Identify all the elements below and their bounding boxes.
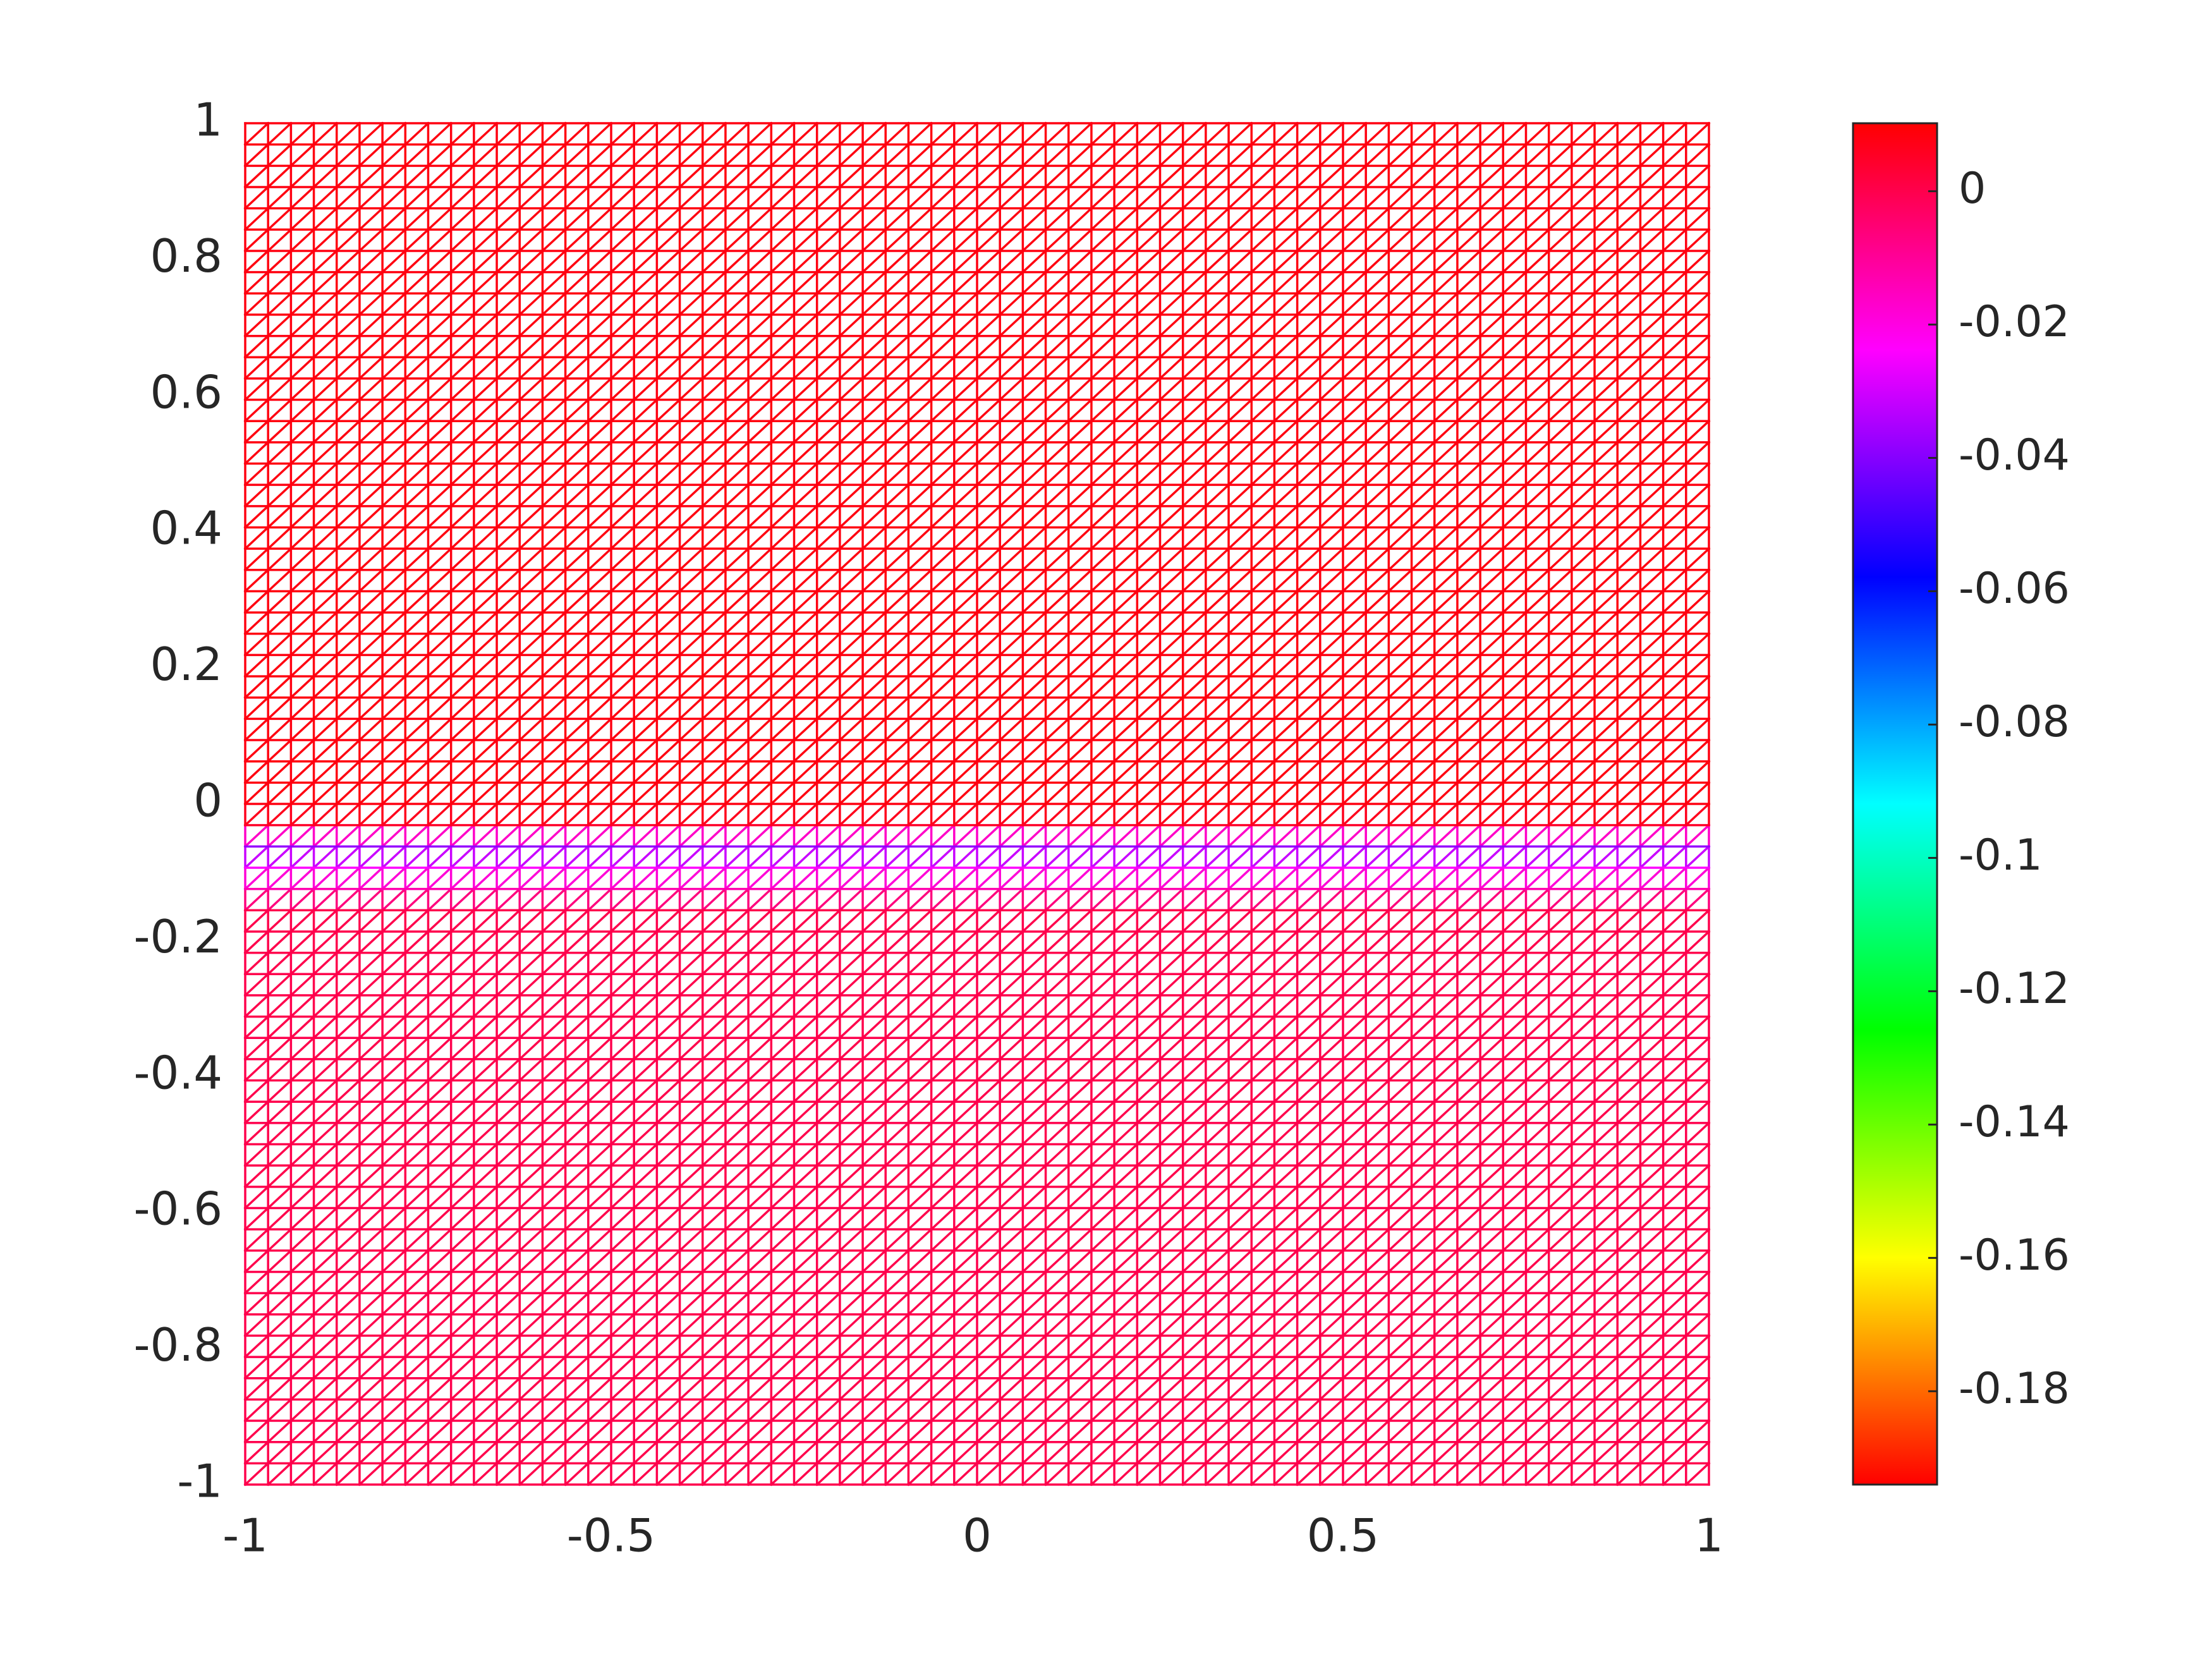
mesh-edges [243,802,1711,827]
mesh-edges [243,547,1711,572]
mesh-edges [243,866,1711,891]
mesh-edges [243,1121,1711,1146]
mesh-edges [243,1419,1711,1444]
y-tick-label: 0.6 [150,365,222,418]
mesh-edges [243,1164,1711,1189]
colorbar-tick-label: -0.1 [1959,830,2043,880]
mesh-edges [243,462,1711,487]
mesh-edges [243,355,1711,380]
mesh-edges [243,419,1711,444]
colorbar-tick-label: -0.14 [1959,1097,2070,1147]
mesh-edges [243,696,1711,720]
mesh-edges [243,951,1711,976]
colorbar-tick-label: -0.02 [1959,297,2070,347]
mesh-edges [243,589,1711,614]
y-tick-label: -0.8 [134,1318,222,1371]
y-tick-label: 0.8 [150,229,222,283]
colorbar-tick-label: -0.04 [1959,430,2070,480]
mesh-edges [243,1100,1711,1125]
mesh-edges [243,483,1711,508]
mesh-edges [243,291,1711,317]
mesh-edges [243,207,1711,231]
mesh-edges [243,377,1711,402]
mesh-edges [243,760,1711,784]
y-tick-label: 0.2 [150,638,222,691]
mesh-edges [243,185,1711,210]
colorbar-tick-label: -0.08 [1959,697,2070,747]
mesh-edges [243,1313,1711,1337]
mesh-edges [243,228,1711,253]
mesh-edges [243,334,1711,359]
mesh-edges [243,653,1711,678]
mesh-edges [243,972,1711,997]
mesh-edges [243,1376,1711,1401]
mesh-edges [243,398,1711,423]
mesh-edges [243,1227,1711,1253]
y-tick-label: -0.2 [134,910,222,963]
y-tick-label: -0.6 [134,1182,222,1236]
mesh-edges [243,781,1711,806]
mesh-edges [243,270,1711,295]
x-tick-label: -0.5 [567,1509,655,1562]
y-tick-label: 0.4 [150,502,222,555]
mesh-edges [243,1440,1711,1465]
mesh-edges [243,1397,1711,1423]
mesh-edges [243,525,1711,550]
mesh-edges [243,1291,1711,1316]
mesh-edges [243,1461,1711,1486]
mesh-edges [243,994,1711,1019]
y-tick-label: -1 [177,1455,222,1508]
mesh-edges [243,1185,1711,1210]
mesh-edges [243,674,1711,700]
mesh-edges [243,1015,1711,1040]
mesh-edges [243,1143,1711,1167]
mesh-edges [243,441,1711,465]
mesh-edges [243,164,1711,189]
colorbar-tick-label: -0.16 [1959,1231,2070,1280]
x-tick-label: 0.5 [1307,1509,1380,1562]
mesh-edges [243,1249,1711,1273]
mesh-edges [243,249,1711,274]
x-tick-label: 0 [963,1509,992,1562]
mesh-edges [243,1079,1711,1103]
mesh-edges [243,930,1711,955]
y-tick-label: 1 [193,94,222,147]
mesh-edges [243,738,1711,763]
mesh-edges [243,568,1711,593]
colorbar-tick-label: 0 [1959,164,1986,214]
mesh-edges [243,1355,1711,1380]
mesh-edges [243,632,1711,657]
x-tick-label: 1 [1694,1509,1723,1562]
mesh-edges [243,887,1711,912]
colorbar-tick-label: -0.18 [1959,1364,2070,1414]
mesh-edges [243,1334,1711,1359]
y-tick-label: -0.4 [134,1046,222,1099]
mesh-edges [243,908,1711,933]
colorbar-tick-label: -0.06 [1959,564,2070,614]
mesh-edges [243,1057,1711,1083]
mesh-edges [243,504,1711,529]
colorbar-tick-label: -0.12 [1959,964,2070,1014]
mesh-edges [243,844,1711,870]
mesh-edges [243,611,1711,636]
mesh-edges [243,1206,1711,1231]
colorbar [1852,122,1938,1486]
mesh [243,121,1711,1486]
mesh-edges [243,717,1711,742]
mesh-edges [243,1036,1711,1061]
y-tick-label: 0 [193,774,222,827]
mesh-edges [243,1270,1711,1295]
x-tick-label: -1 [222,1509,268,1562]
mesh-edges [243,313,1711,338]
mesh-edges [243,121,1711,147]
mesh-edges [243,143,1711,167]
mesh-edges [243,823,1711,848]
